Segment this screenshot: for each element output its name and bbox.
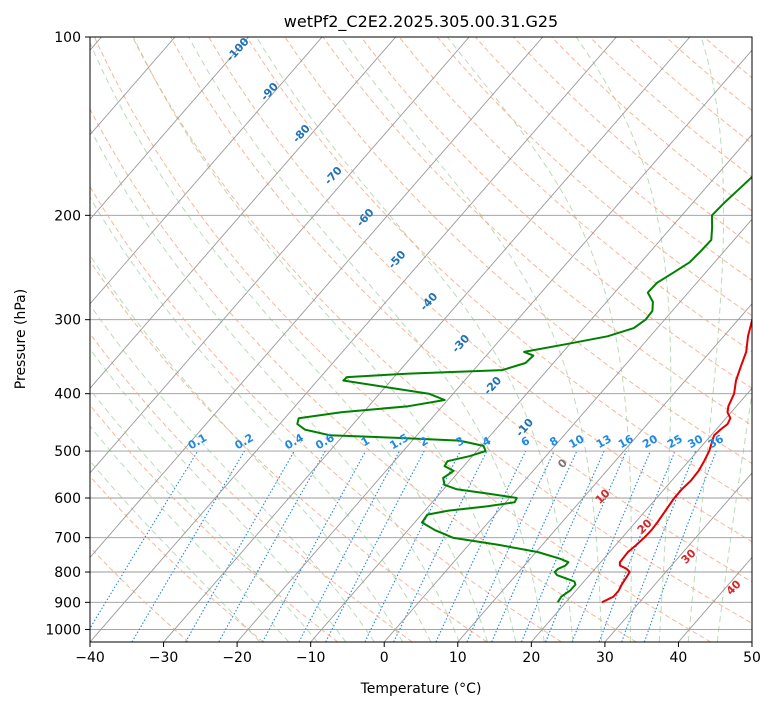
- mixing-ratio-line: [643, 450, 717, 642]
- moist-adiabat-line: [256, 37, 574, 642]
- moist-adiabat-line: [575, 37, 672, 642]
- mixing-ratio-line: [466, 450, 555, 642]
- x-axis-ticks: −40 −30 −20 −10 0 10 20 30 40 50: [75, 642, 761, 666]
- plot-area: -100-90-80-70-60-50-40-30-20-10010203040…: [90, 37, 752, 642]
- x-tick-label: 10: [449, 650, 467, 666]
- y-tick-label: 1000: [45, 622, 81, 638]
- x-tick-label: 20: [522, 650, 540, 666]
- mixing-ratio-line: [545, 450, 627, 642]
- mixing-ratio-lines: [90, 450, 717, 642]
- moist-adiabat-line: [447, 37, 632, 642]
- chart-title: wetPf2_C2E2.2025.305.00.31.G25: [284, 12, 558, 32]
- y-tick-label: 300: [54, 313, 81, 329]
- mixing-ratio-line: [90, 450, 199, 630]
- moist-adiabat-line: [687, 37, 725, 642]
- dry-adiabat-line: [322, 37, 752, 427]
- isotherm-line: [530, 387, 752, 642]
- sounding-profiles: [296, 175, 752, 604]
- mixing-ratio-line: [364, 450, 461, 642]
- moist-adiabat-line: [90, 425, 290, 642]
- y-tick-label: 700: [54, 531, 81, 547]
- x-tick-label: 30: [596, 650, 614, 666]
- isotherm-line: [236, 49, 752, 642]
- moist-adiabat-line: [90, 41, 488, 642]
- mixing-ratio-line: [598, 450, 676, 642]
- isotherm-line: [90, 37, 323, 305]
- dry-adiabat-line: [170, 37, 752, 583]
- mixing-ratio-line: [435, 450, 527, 642]
- isotherms: [90, 37, 752, 642]
- x-axis-label: Temperature (°C): [360, 681, 482, 697]
- mixing-ratio-line: [262, 450, 367, 642]
- moist-adiabat-line: [90, 348, 347, 642]
- moist-adiabat-line: [90, 460, 261, 642]
- x-tick-label: 40: [670, 650, 688, 666]
- isotherm-line: [90, 37, 617, 642]
- isotherm-line: [90, 37, 544, 559]
- x-tick-label: −20: [222, 650, 252, 666]
- x-tick-label: −30: [149, 650, 179, 666]
- temperature-profile-line: [601, 316, 752, 604]
- dry-adiabat-line: [94, 37, 712, 642]
- moist-adiabats: [90, 37, 752, 642]
- mixing-ratio-line: [218, 450, 326, 642]
- dry-adiabat-line: [90, 404, 339, 642]
- x-tick-label: 50: [743, 650, 761, 666]
- y-tick-label: 900: [54, 595, 81, 611]
- moist-adiabat-line: [90, 196, 432, 642]
- moist-adiabat-line: [90, 388, 318, 642]
- isotherm-line: [90, 37, 397, 390]
- dry-adiabat-line: [90, 185, 562, 642]
- y-axis-ticks: 100 200 300 400 500 600 700 800 900 1000: [45, 30, 90, 638]
- moist-adiabat-line: [716, 390, 752, 642]
- isotherm-line: [604, 472, 752, 642]
- dry-adiabat-line: [132, 37, 752, 624]
- y-tick-label: 600: [54, 491, 81, 507]
- x-tick-label: 0: [380, 650, 389, 666]
- mixing-ratio-line: [325, 450, 425, 642]
- isotherm-line: [457, 303, 752, 642]
- y-tick-label: 500: [54, 444, 81, 460]
- isotherm-line: [163, 37, 691, 642]
- y-axis-label: Pressure (hPa): [13, 289, 29, 389]
- isotherm-line: [90, 37, 249, 220]
- x-tick-label: −40: [75, 650, 105, 666]
- y-tick-label: 400: [54, 387, 81, 403]
- dewpoint-profile-line: [296, 175, 752, 603]
- x-tick-label: −10: [296, 650, 326, 666]
- dry-adiabat-line: [90, 260, 488, 642]
- y-tick-label: 800: [54, 565, 81, 581]
- mixing-ratio-line: [298, 450, 400, 642]
- mixing-ratio-line: [571, 450, 651, 642]
- plot-frame: [89, 36, 753, 643]
- isotherm-line: [90, 37, 470, 474]
- moist-adiabat-line: [132, 37, 517, 642]
- y-tick-label: 200: [54, 208, 81, 224]
- moist-adiabat-line: [90, 127, 460, 642]
- mixing-ratio-line: [520, 450, 605, 642]
- moist-adiabat-line: [188, 37, 545, 642]
- isotherm-line: [310, 134, 752, 642]
- y-tick-label: 100: [54, 30, 81, 46]
- moist-adiabat-line: [90, 304, 375, 642]
- dry-adiabat-line: [246, 37, 752, 503]
- dry-adiabat-line: [90, 475, 264, 642]
- moist-adiabat-line: [340, 37, 602, 642]
- dry-adiabat-line: [437, 37, 752, 317]
